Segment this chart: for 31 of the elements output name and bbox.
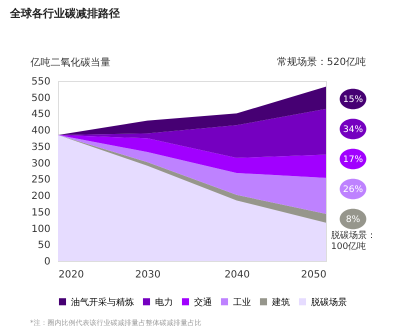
y-tick-label: 100	[31, 224, 50, 235]
y-tick-label: 50	[38, 240, 50, 252]
text: 脱碳场景： 100亿吨	[331, 230, 376, 252]
y-tick-label: 150	[31, 207, 50, 218]
x-tick-label: 2020	[58, 270, 84, 280]
legend-label: 建筑	[271, 296, 290, 308]
legend-label: 工业	[233, 296, 251, 308]
legend-label: 脱碳场景	[311, 296, 347, 308]
y-tick-label: 200	[31, 191, 50, 202]
y-tick-label: 0	[44, 256, 50, 268]
text: 34%	[342, 125, 364, 135]
x-tick-label: 2040	[224, 270, 250, 280]
x-tick-label: 2050	[301, 270, 326, 280]
legend-label: 交通	[194, 296, 212, 308]
y-tick-label: 500	[31, 92, 50, 104]
y-tick-label: 550	[31, 76, 50, 88]
text: 8%	[346, 215, 361, 225]
legend-label: 电力	[155, 296, 173, 308]
text: 15%	[342, 95, 364, 105]
y-tick-label: 450	[31, 109, 50, 120]
y-tick-label: 300	[31, 158, 50, 170]
text: 17%	[342, 155, 364, 165]
legend-label: 油气开采与精炼	[71, 296, 134, 308]
text: 常规场景：520亿吨	[276, 56, 366, 68]
y-tick-label: 250	[31, 174, 50, 186]
text: 26%	[342, 185, 364, 195]
x-tick-label: 2030	[135, 270, 161, 280]
y-axis-title: 亿吨二氧化碳当量	[30, 56, 110, 68]
y-tick-label: 350	[31, 142, 50, 153]
chart-title: 全球各行业碳减排路径	[9, 7, 120, 20]
y-tick-label: 400	[31, 126, 50, 137]
